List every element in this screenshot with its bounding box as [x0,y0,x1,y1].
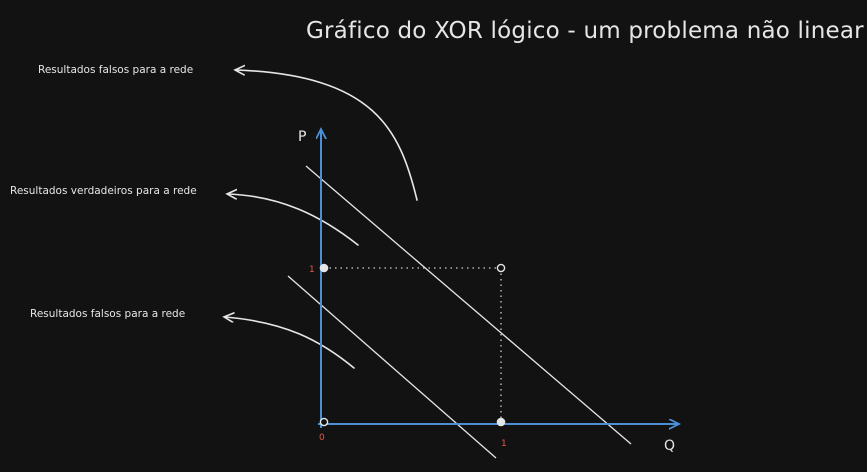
xor-point-q1-p0 [496,417,506,427]
decision-boundary-upper [305,165,632,445]
xor-point-q0-p0 [319,417,329,427]
annotation-middle-label: Resultados verdadeiros para a rede [10,185,197,197]
annotation-top-arrow [236,70,418,201]
y-tick-label-1: 1 [309,265,315,275]
decision-boundary-lower [287,275,497,459]
xor-point-q1-p1 [496,263,506,273]
diagram-title: Gráfico do XOR lógico - um problema não … [306,18,864,44]
y-axis-label: P [298,129,306,145]
x-tick-label-1: 1 [501,439,507,449]
xor-point-q0-p1 [319,263,329,273]
annotation-bottom-arrow [225,317,355,369]
origin-label: 0 [319,433,325,443]
annotation-middle-arrow [228,194,359,246]
annotation-bottom-label: Resultados falsos para a rede [30,308,185,320]
x-axis-label: Q [664,438,675,454]
xor-points [319,263,506,427]
annotation-top-label: Resultados falsos para a rede [38,64,193,76]
